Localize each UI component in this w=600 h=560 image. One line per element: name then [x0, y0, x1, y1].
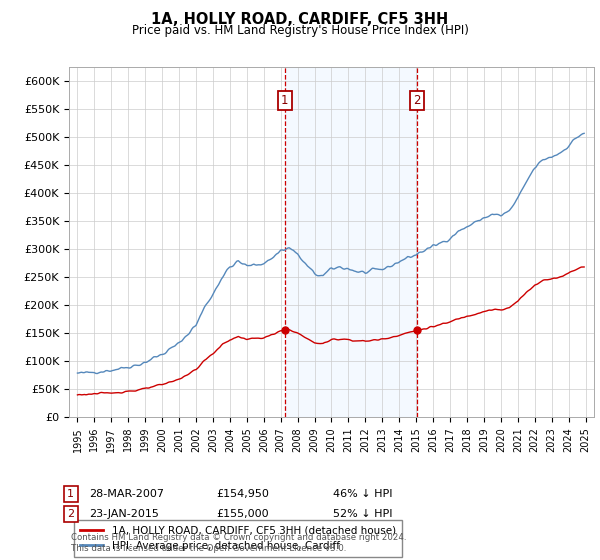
Text: 46% ↓ HPI: 46% ↓ HPI	[333, 489, 392, 499]
Bar	[284, 67, 418, 417]
Text: 1A, HOLLY ROAD, CARDIFF, CF5 3HH: 1A, HOLLY ROAD, CARDIFF, CF5 3HH	[151, 12, 449, 27]
Text: 23-JAN-2015: 23-JAN-2015	[89, 509, 158, 519]
Text: Contains HM Land Registry data © Crown copyright and database right 2024.
This d: Contains HM Land Registry data © Crown c…	[71, 533, 406, 553]
Legend: 1A, HOLLY ROAD, CARDIFF, CF5 3HH (detached house), HPI: Average price, detached : 1A, HOLLY ROAD, CARDIFF, CF5 3HH (detach…	[74, 520, 402, 557]
Text: 1: 1	[281, 94, 289, 107]
Text: £155,000: £155,000	[216, 509, 269, 519]
Text: 2: 2	[67, 509, 74, 519]
Text: 52% ↓ HPI: 52% ↓ HPI	[333, 509, 392, 519]
Text: £154,950: £154,950	[216, 489, 269, 499]
Text: Price paid vs. HM Land Registry's House Price Index (HPI): Price paid vs. HM Land Registry's House …	[131, 24, 469, 37]
Text: 2: 2	[413, 94, 421, 107]
Text: 28-MAR-2007: 28-MAR-2007	[89, 489, 164, 499]
Text: 1: 1	[67, 489, 74, 499]
